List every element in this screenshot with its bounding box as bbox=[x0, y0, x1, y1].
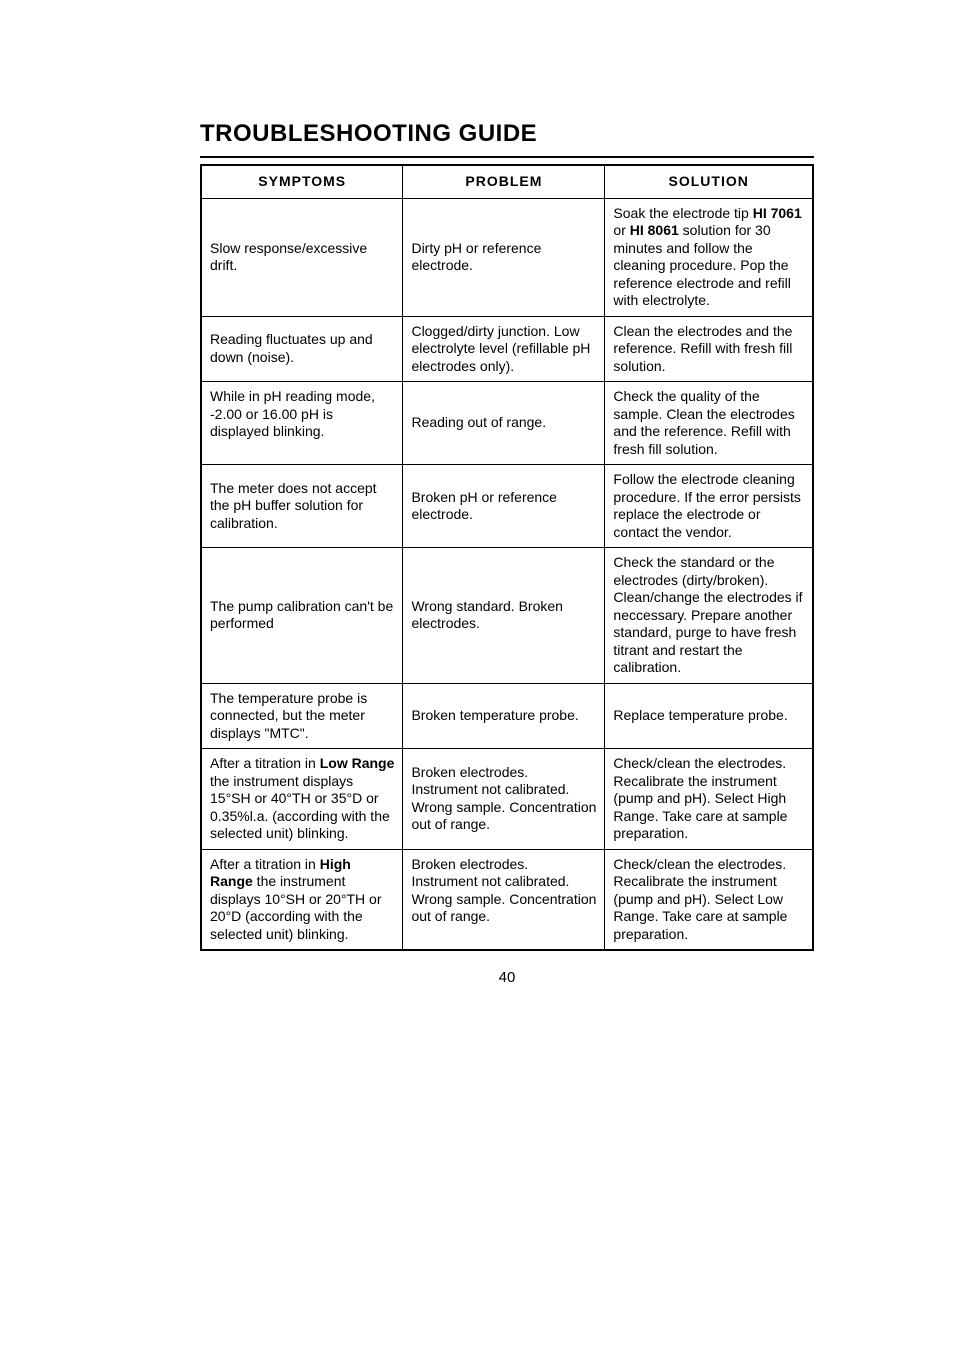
cell-problem: Broken pH or reference electrode. bbox=[403, 465, 605, 548]
cell-symptom: Reading fluctuates up and down (noise). bbox=[201, 316, 403, 382]
cell-symptom: The temperature probe is connected, but … bbox=[201, 683, 403, 749]
cell-symptom: While in pH reading mode, -2.00 or 16.00… bbox=[201, 382, 403, 465]
col-solution: SOLUTION bbox=[605, 165, 813, 198]
table-row: After a titration in Low Range the instr… bbox=[201, 749, 813, 850]
cell-symptom: After a titration in High Range the inst… bbox=[201, 849, 403, 950]
cell-problem: Broken electrodes. Instrument not calibr… bbox=[403, 749, 605, 850]
page-number: 40 bbox=[200, 969, 814, 986]
table-row: While in pH reading mode, -2.00 or 16.00… bbox=[201, 382, 813, 465]
cell-solution: Check/clean the electrodes. Recalibrate … bbox=[605, 849, 813, 950]
cell-solution: Check the quality of the sample. Clean t… bbox=[605, 382, 813, 465]
page-title: TROUBLESHOOTING GUIDE bbox=[200, 120, 814, 148]
cell-problem: Broken temperature probe. bbox=[403, 683, 605, 749]
cell-symptom: Slow response/excessive drift. bbox=[201, 198, 403, 316]
table-row: Slow response/excessive drift. Dirty pH … bbox=[201, 198, 813, 316]
cell-symptom: The pump calibration can't be performed bbox=[201, 548, 403, 684]
cell-problem: Reading out of range. bbox=[403, 382, 605, 465]
table-row: Reading fluctuates up and down (noise). … bbox=[201, 316, 813, 382]
troubleshooting-table: SYMPTOMS PROBLEM SOLUTION Slow response/… bbox=[200, 164, 814, 951]
cell-problem: Broken electrodes. Instrument not calibr… bbox=[403, 849, 605, 950]
cell-problem: Wrong standard. Broken electrodes. bbox=[403, 548, 605, 684]
cell-solution: Check/clean the electrodes. Recalibrate … bbox=[605, 749, 813, 850]
title-rule bbox=[200, 156, 814, 158]
table-row: The temperature probe is connected, but … bbox=[201, 683, 813, 749]
cell-symptom: After a titration in Low Range the instr… bbox=[201, 749, 403, 850]
cell-problem: Dirty pH or reference electrode. bbox=[403, 198, 605, 316]
table-row: After a titration in High Range the inst… bbox=[201, 849, 813, 950]
cell-solution: Soak the electrode tip HI 7061 or HI 806… bbox=[605, 198, 813, 316]
table-row: The meter does not accept the pH buffer … bbox=[201, 465, 813, 548]
cell-problem: Clogged/dirty junction. Low electrolyte … bbox=[403, 316, 605, 382]
cell-solution: Check the standard or the electrodes (di… bbox=[605, 548, 813, 684]
table-header-row: SYMPTOMS PROBLEM SOLUTION bbox=[201, 165, 813, 198]
cell-solution: Follow the electrode cleaning procedure.… bbox=[605, 465, 813, 548]
col-problem: PROBLEM bbox=[403, 165, 605, 198]
table-row: The pump calibration can't be performed … bbox=[201, 548, 813, 684]
cell-solution: Replace temperature probe. bbox=[605, 683, 813, 749]
cell-symptom: The meter does not accept the pH buffer … bbox=[201, 465, 403, 548]
cell-solution: Clean the electrodes and the reference. … bbox=[605, 316, 813, 382]
col-symptoms: SYMPTOMS bbox=[201, 165, 403, 198]
